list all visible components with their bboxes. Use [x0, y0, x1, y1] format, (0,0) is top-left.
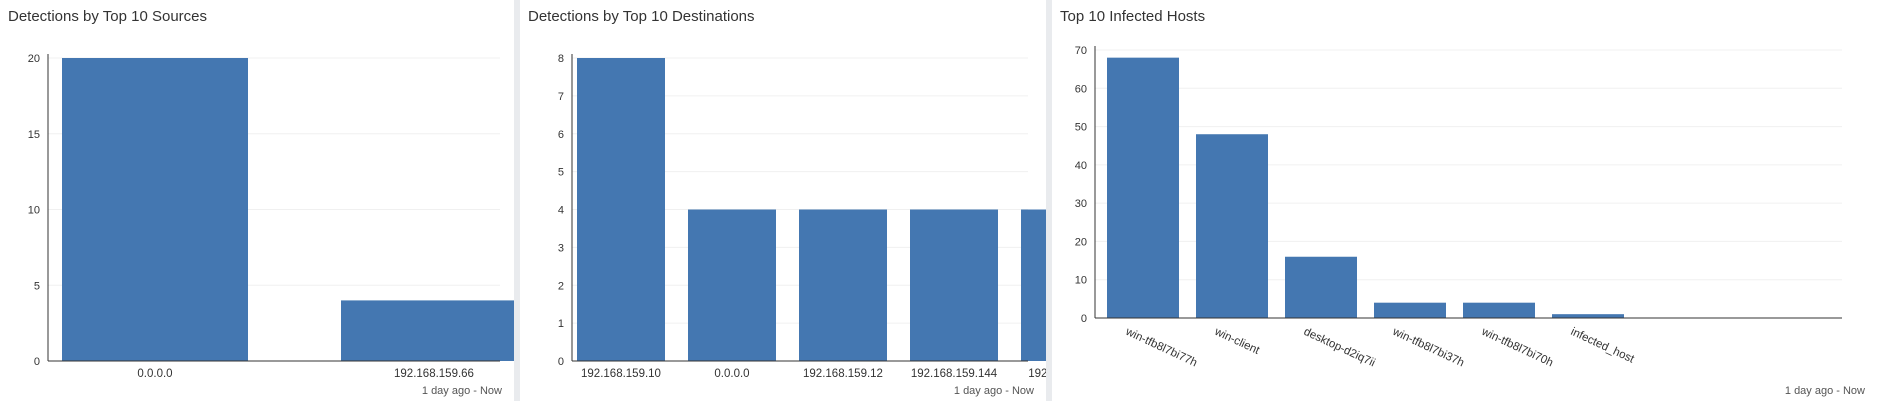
bar[interactable] — [1107, 57, 1179, 319]
y-tick-label: 70 — [1075, 45, 1087, 57]
time-range-label[interactable]: 1 day ago - Now — [1784, 385, 1865, 397]
y-tick-label: 4 — [558, 205, 564, 217]
y-tick-label: 5 — [558, 167, 564, 179]
bar[interactable] — [62, 58, 248, 361]
time-range-label[interactable]: 1 day ago - Now — [953, 385, 1034, 397]
y-tick-label: 1 — [558, 318, 564, 330]
panel-title: Detections by Top 10 Sources — [8, 8, 208, 25]
panel-top-sources: Detections by Top 10 Sources 0 5 10 15 20 0.0… — [0, 0, 514, 401]
x-tick-label: infected_host — [1569, 326, 1637, 366]
x-tick-label: win-tfb8l7bi77h — [1123, 325, 1199, 369]
x-tick-label: desktop-d2iq7ii — [1302, 326, 1377, 370]
y-tick-label: 8 — [558, 53, 564, 65]
y-tick-label: 20 — [1075, 236, 1087, 248]
top-destinations-chart: 0 1 2 3 4 5 6 7 8 192.168.159.10 0.0.0.0 192.168.15… — [558, 53, 1046, 380]
bar[interactable] — [910, 209, 998, 362]
y-tick-label: 0 — [1081, 313, 1087, 325]
x-tick-label: win-tfb8l7bi37h — [1390, 325, 1466, 369]
y-tick-label: 40 — [1075, 160, 1087, 172]
panel-top-destinations: Detections by Top 10 Destinations 0 1 2 3 4 5… — [520, 0, 1046, 401]
bar[interactable] — [1552, 314, 1624, 318]
y-tick-label: 7 — [558, 91, 564, 103]
top-infected-hosts-chart: 0 10 20 30 40 50 60 70 win-tfb8l7bi77h win-client… — [1075, 45, 1842, 370]
bar[interactable] — [1196, 134, 1268, 318]
panel-title: Detections by Top 10 Destinations — [528, 8, 755, 25]
bar[interactable] — [688, 209, 776, 362]
x-tick-label: 192.168.159.12 — [803, 368, 883, 380]
y-tick-label: 15 — [28, 129, 40, 141]
y-tick-label: 30 — [1075, 198, 1087, 210]
bar[interactable] — [577, 58, 665, 361]
time-range-label[interactable]: 1 day ago - Now — [421, 385, 502, 397]
y-tick-label: 60 — [1075, 83, 1087, 95]
bar[interactable] — [341, 300, 514, 361]
x-tick-label: win-tfb8l7bi70h — [1479, 325, 1555, 369]
x-tick-label: 192.168.159.66 — [394, 368, 474, 380]
panel-title: Top 10 Infected Hosts — [1060, 8, 1206, 25]
y-tick-label: 6 — [558, 129, 564, 141]
bar[interactable] — [1374, 302, 1446, 318]
x-tick-label: 192.168.159.144 — [911, 368, 998, 380]
y-tick-label: 50 — [1075, 122, 1087, 134]
y-tick-label: 2 — [558, 280, 564, 292]
x-tick-label: 0.0.0.0 — [137, 368, 172, 380]
y-tick-label: 20 — [28, 53, 40, 65]
panel-top-infected-hosts: Top 10 Infected Hosts 0 10 20 30 40 50 60 70 win… — [1052, 0, 1877, 401]
bar[interactable] — [1463, 302, 1535, 318]
bar[interactable] — [799, 209, 887, 362]
y-tick-label: 10 — [28, 205, 40, 217]
y-tick-label: 3 — [558, 242, 564, 254]
x-tick-label: win-client — [1212, 325, 1262, 357]
x-tick-label: 192.168.159.4 — [1028, 368, 1046, 380]
bar[interactable] — [1021, 209, 1046, 362]
bar[interactable] — [1285, 256, 1357, 318]
x-tick-label: 0.0.0.0 — [714, 368, 749, 380]
top-sources-chart: 0 5 10 15 20 0.0.0.0 192.168.159.66 — [28, 53, 514, 380]
y-tick-label: 0 — [558, 356, 564, 368]
y-tick-label: 0 — [34, 356, 40, 368]
y-tick-label: 5 — [34, 280, 40, 292]
y-tick-label: 10 — [1075, 275, 1087, 287]
x-tick-label: 192.168.159.10 — [581, 368, 661, 380]
